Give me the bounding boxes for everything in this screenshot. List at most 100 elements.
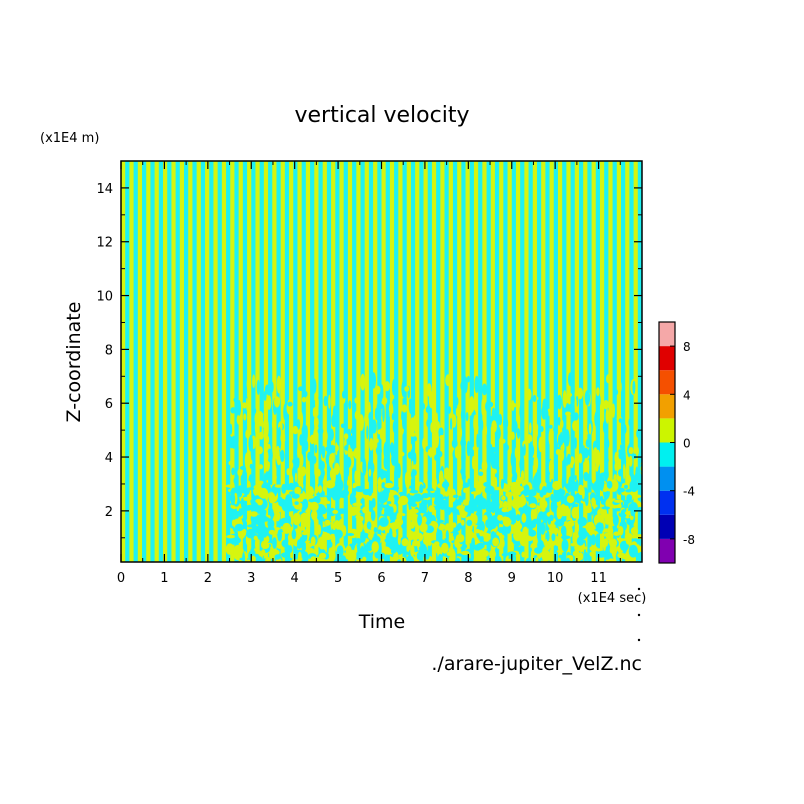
velocity-band — [448, 161, 453, 562]
field-cell — [614, 462, 618, 471]
velocity-band — [121, 161, 126, 562]
field-cell — [389, 442, 395, 455]
field-cell — [538, 511, 545, 520]
velocity-band — [482, 161, 487, 562]
field-cell — [285, 430, 288, 444]
field-cell — [480, 419, 484, 432]
field-cell — [560, 525, 567, 536]
velocity-band — [263, 161, 269, 562]
field-cell — [384, 555, 389, 562]
field-cell — [242, 552, 246, 562]
field-cell — [274, 510, 281, 522]
field-cell — [313, 473, 316, 492]
field-cell — [275, 539, 284, 549]
velocity-band — [591, 161, 596, 562]
field-cell — [624, 484, 628, 489]
field-cell — [539, 426, 544, 432]
field-cell — [412, 493, 423, 502]
field-cell — [460, 473, 466, 481]
field-cell — [490, 452, 497, 466]
field-cell — [354, 410, 360, 421]
x-tick-label: 9 — [508, 571, 516, 586]
field-cell — [478, 471, 484, 477]
field-cell — [554, 520, 565, 527]
velocity-band — [616, 161, 621, 562]
field-cell — [496, 556, 502, 562]
field-cell — [470, 550, 474, 562]
corner-marks — [637, 587, 641, 642]
field-cell — [555, 449, 562, 456]
velocity-band — [608, 161, 613, 562]
field-cell — [355, 538, 362, 544]
field-cell — [572, 550, 580, 557]
field-cell — [281, 483, 287, 494]
field-cell — [281, 499, 289, 512]
field-cell — [387, 494, 395, 507]
colorbar-swatch — [659, 370, 675, 395]
field-cell — [315, 395, 319, 411]
field-cell — [328, 428, 334, 441]
field-cell — [294, 501, 299, 505]
field-cell — [230, 492, 236, 506]
field-cell — [573, 503, 579, 508]
field-cell — [445, 530, 449, 541]
field-cell — [513, 522, 523, 531]
field-cell — [519, 458, 523, 471]
field-cell — [516, 491, 521, 496]
field-cell — [619, 444, 624, 450]
field-cell — [405, 472, 411, 490]
field-cell — [261, 549, 266, 556]
field-cell — [505, 558, 513, 562]
field-cell — [255, 396, 260, 407]
field-cell — [540, 521, 546, 535]
field-cell — [630, 526, 639, 535]
field-cell — [535, 557, 539, 562]
field-cell — [410, 544, 415, 557]
field-cell — [518, 507, 524, 512]
velocity-band — [163, 161, 168, 562]
field-cell — [230, 407, 236, 414]
colorbar-swatch — [659, 394, 675, 419]
field-cell — [335, 523, 345, 531]
field-cell — [631, 473, 635, 488]
field-cell — [552, 480, 562, 491]
field-cell — [574, 437, 577, 449]
field-cell — [534, 547, 543, 554]
field-cell — [266, 395, 272, 410]
field-cell — [491, 420, 497, 433]
field-cell — [406, 530, 415, 541]
field-cell — [256, 379, 260, 395]
field-cell — [334, 529, 343, 539]
field-cell — [582, 532, 586, 540]
field-cell — [396, 513, 403, 522]
field-cell — [378, 403, 384, 410]
field-cell — [473, 529, 481, 534]
field-cell — [240, 497, 244, 509]
field-cell — [583, 447, 589, 459]
field-cell — [412, 540, 420, 547]
field-cell — [433, 499, 439, 506]
field-cell — [507, 473, 512, 486]
field-cell — [309, 451, 313, 468]
velocity-band — [574, 161, 579, 562]
field-cell — [428, 505, 435, 513]
field-cell — [577, 387, 584, 400]
field-cell — [254, 420, 259, 435]
field-cell — [409, 443, 413, 450]
field-cell — [544, 538, 552, 551]
field-cell — [560, 419, 564, 429]
field-cell — [489, 503, 497, 509]
field-cell — [557, 434, 562, 448]
field-cell — [451, 439, 458, 449]
field-cell — [500, 478, 504, 490]
velocity-band — [633, 161, 638, 562]
field-cell — [468, 396, 475, 413]
field-cell — [618, 526, 624, 536]
field-cell — [391, 412, 395, 421]
field-cell — [307, 542, 313, 548]
corner-mark — [637, 613, 641, 617]
field-cell — [345, 456, 352, 468]
field-cell — [359, 516, 364, 522]
y-tick-label: 2 — [105, 505, 113, 520]
field-cell — [318, 485, 323, 494]
